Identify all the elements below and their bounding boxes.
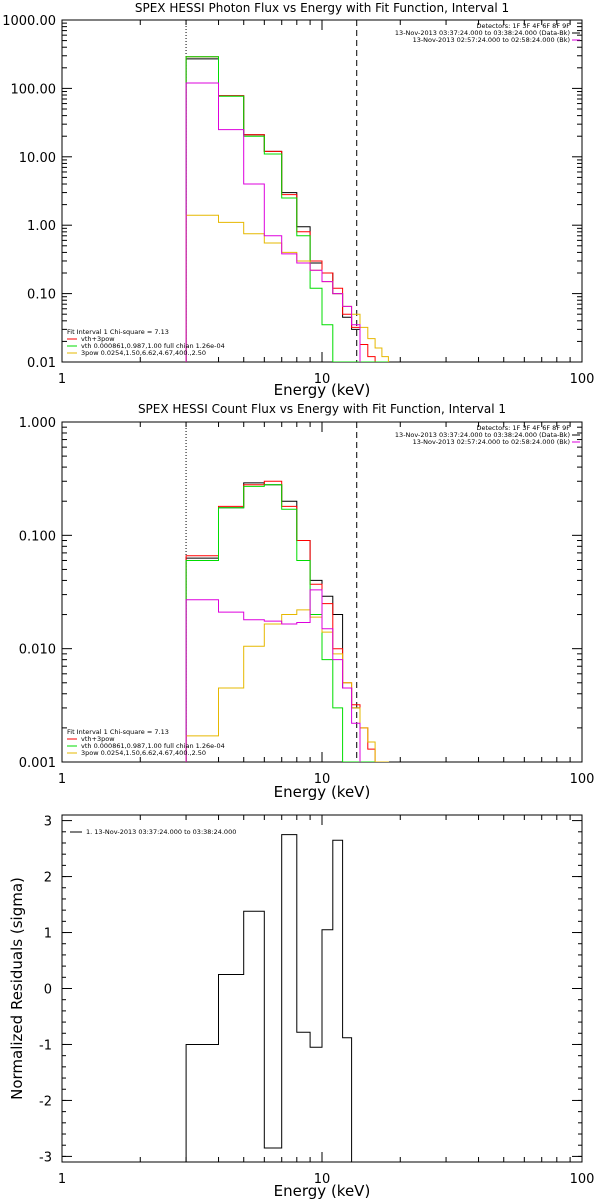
- header-line: 13-Nov-2013 03:37:24.000 to 03:38:24.000…: [395, 431, 570, 439]
- header-line: 13-Nov-2013 02:57:24.000 to 02:58:24.000…: [413, 36, 570, 44]
- y-tick-label: 0.010: [19, 643, 56, 658]
- x-axis-label: Energy (keV): [274, 381, 371, 399]
- y-tick-label: 0.10: [27, 288, 56, 303]
- photon-flux-panel: SPEX HESSI Photon Flux vs Energy with Fi…: [2, 1, 594, 399]
- x-tick-label: 10: [314, 1172, 331, 1187]
- y-tick-label: 0.100: [19, 529, 56, 544]
- series-data-line: [185, 834, 353, 1162]
- x-tick-label: 100: [570, 772, 595, 787]
- y-tick-label: 1.000: [19, 416, 56, 431]
- series-total-line: [185, 480, 389, 762]
- legend-entry: vth 0.000861,0.987,1.00 full chian 1.26e…: [81, 342, 225, 350]
- y-tick-label: 0.001: [19, 756, 56, 771]
- series-group: [185, 480, 389, 762]
- legend-entry: 3pow 0.0254,1.50,6.62,4.67,400.,2.50: [81, 749, 206, 757]
- y-tick-label: 2: [44, 871, 52, 886]
- legend-entry: 1. 13-Nov-2013 03:37:24.000 to 03:38:24.…: [86, 828, 236, 836]
- series-group: [185, 56, 389, 362]
- y-tick-label: 1000.00: [2, 14, 56, 29]
- y-axis-label: Normalized Residuals (sigma): [8, 877, 26, 1100]
- series-nonthermal-line: [185, 609, 389, 762]
- series-background-line: [185, 82, 361, 362]
- header-line: Detectors: 1F 3F 4F 6F 8F 9F: [476, 424, 570, 432]
- x-tick-label: 100: [570, 1172, 595, 1187]
- y-tick-label: 1: [44, 927, 52, 942]
- y-tick-label: 10.00: [19, 151, 56, 166]
- y-tick-label: -1: [39, 1038, 52, 1053]
- y-tick-label: 0.01: [27, 356, 56, 371]
- legend-entry: vth 0.000861,0.987,1.00 full chian 1.26e…: [81, 742, 225, 750]
- y-tick-label: 3: [44, 815, 52, 830]
- series-data-line: [185, 58, 361, 362]
- x-tick-label: 1: [58, 372, 66, 387]
- y-tick-label: -3: [39, 1150, 52, 1165]
- series-total-line: [185, 56, 389, 362]
- legend-entry: vth+3pow: [81, 735, 115, 743]
- legend-entry: vth+3pow: [81, 335, 115, 343]
- y-tick-label: 100.00: [11, 82, 57, 97]
- legend-entry: Fit Interval 1 Chi-square = 7.13: [67, 728, 169, 736]
- header-line: Detectors: 1F 3F 4F 6F 8F 9F: [476, 22, 570, 30]
- legend-entry: Fit Interval 1 Chi-square = 7.13: [67, 328, 169, 336]
- y-tick-label: -2: [39, 1094, 52, 1109]
- legend-entry: 3pow 0.0254,1.50,6.62,4.67,400.,2.50: [81, 349, 206, 357]
- x-axis-label: Energy (keV): [274, 783, 371, 801]
- x-tick-label: 10: [314, 372, 331, 387]
- chart-title: SPEX HESSI Count Flux vs Energy with Fit…: [138, 402, 506, 416]
- count-flux-panel: SPEX HESSI Count Flux vs Energy with Fit…: [19, 402, 595, 801]
- header-line: 13-Nov-2013 02:57:24.000 to 02:58:24.000…: [413, 438, 570, 446]
- x-tick-label: 1: [58, 1172, 66, 1187]
- x-tick-label: 1: [58, 772, 66, 787]
- y-tick-label: 1.00: [27, 219, 56, 234]
- chart-title: SPEX HESSI Photon Flux vs Energy with Fi…: [135, 1, 509, 15]
- x-axis-label: Energy (keV): [274, 1182, 371, 1200]
- residuals-panel: 1 10 100 -3 -2 -1 0 1 2 3 Energy (keV) Normalized R…: [8, 814, 595, 1200]
- header-line: 13-Nov-2013 03:37:24.000 to 03:38:24.000…: [395, 29, 570, 37]
- x-tick-label: 10: [314, 772, 331, 787]
- series-thermal-line: [185, 56, 389, 362]
- series-group: [185, 834, 353, 1162]
- series-data-line: [185, 482, 361, 762]
- x-tick-label: 100: [570, 372, 595, 387]
- series-background-line: [185, 589, 361, 762]
- y-tick-label: 0: [44, 983, 52, 998]
